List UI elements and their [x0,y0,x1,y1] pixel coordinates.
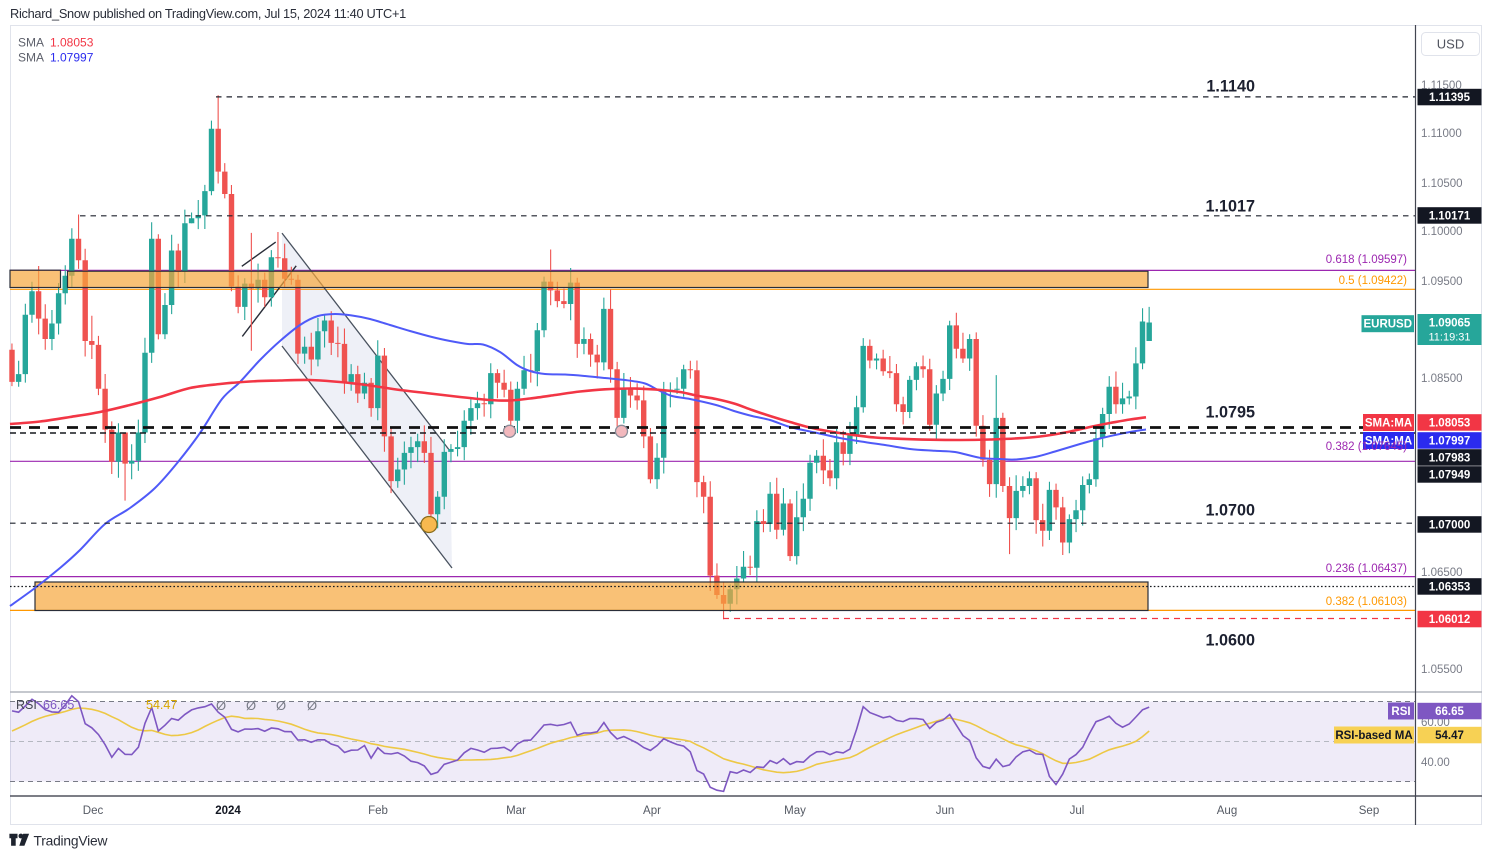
svg-text:1.08053: 1.08053 [1429,418,1471,430]
svg-text:1.10500: 1.10500 [1421,178,1463,190]
svg-text:RSI-based MA: RSI-based MA [1335,730,1412,742]
svg-text:1.0700: 1.0700 [1205,502,1255,520]
svg-text:54.47: 54.47 [146,698,177,712]
svg-text:Aug: Aug [1217,805,1237,817]
svg-text:1.0795: 1.0795 [1205,404,1255,422]
svg-text:Jun: Jun [936,805,955,817]
svg-text:1.07949: 1.07949 [1429,470,1471,482]
svg-text:Mar: Mar [506,805,526,817]
svg-text:54.47: 54.47 [1435,730,1464,742]
svg-text:Dec: Dec [83,805,104,817]
svg-text:66.65: 66.65 [1435,706,1464,718]
svg-text:0.5 (1.09422): 0.5 (1.09422) [1339,275,1408,287]
svg-text:Ø: Ø [216,698,226,713]
svg-text:1.1140: 1.1140 [1206,78,1255,96]
svg-text:60.00: 60.00 [1421,717,1450,729]
svg-text:2024: 2024 [215,805,241,817]
svg-text:Sep: Sep [1359,805,1379,817]
svg-text:RSI: RSI [1391,706,1410,718]
svg-text:1.09065: 1.09065 [1429,318,1471,330]
svg-text:1.07997: 1.07997 [1429,436,1471,448]
svg-text:May: May [784,805,806,817]
svg-text:Ø: Ø [246,698,256,713]
svg-text:1.1017: 1.1017 [1205,198,1255,216]
svg-text:0.382 (1.07645): 0.382 (1.07645) [1326,441,1407,453]
svg-text:1.06353: 1.06353 [1429,582,1471,594]
svg-text:RSI: RSI [16,698,37,712]
svg-text:1.07000: 1.07000 [1429,520,1471,532]
svg-text:1.08053: 1.08053 [50,36,94,50]
svg-text:1.09500: 1.09500 [1421,276,1463,288]
svg-text:Richard_Snow published on Trad: Richard_Snow published on TradingView.co… [10,6,406,21]
svg-text:66.65: 66.65 [43,698,74,712]
svg-text:SMA:MA: SMA:MA [1365,436,1412,448]
svg-text:1.07997: 1.07997 [50,51,94,65]
svg-text:1.07983: 1.07983 [1429,453,1471,465]
svg-text:1.0600: 1.0600 [1205,632,1255,650]
svg-text:1.10000: 1.10000 [1421,226,1463,238]
svg-text:0.618 (1.09597): 0.618 (1.09597) [1326,254,1407,266]
svg-text:SMA: SMA [18,51,44,65]
svg-text:Jul: Jul [1070,805,1085,817]
svg-text:SMA:MA: SMA:MA [1365,418,1412,430]
svg-text:1.06012: 1.06012 [1429,614,1471,626]
svg-text:1.06500: 1.06500 [1421,567,1463,579]
svg-text:0.236 (1.06437): 0.236 (1.06437) [1326,563,1407,575]
svg-text:1.05500: 1.05500 [1421,664,1463,676]
svg-text:EURUSD: EURUSD [1363,319,1412,331]
svg-text:Ø: Ø [276,698,286,713]
svg-text:Ø: Ø [307,698,317,713]
svg-text:USD: USD [1437,37,1464,52]
svg-text:SMA: SMA [18,36,44,50]
svg-text:Apr: Apr [643,805,661,817]
svg-text:1.11000: 1.11000 [1421,128,1462,140]
svg-text:40.00: 40.00 [1421,757,1450,769]
svg-text:1.08500: 1.08500 [1421,373,1463,385]
svg-text:1.11395: 1.11395 [1429,92,1471,104]
svg-text:Feb: Feb [368,805,388,817]
svg-text:1.10171: 1.10171 [1429,211,1471,223]
svg-text:11:19:31: 11:19:31 [1428,332,1470,344]
svg-text:TradingView: TradingView [34,834,108,849]
svg-text:0.382 (1.06103): 0.382 (1.06103) [1326,596,1407,608]
